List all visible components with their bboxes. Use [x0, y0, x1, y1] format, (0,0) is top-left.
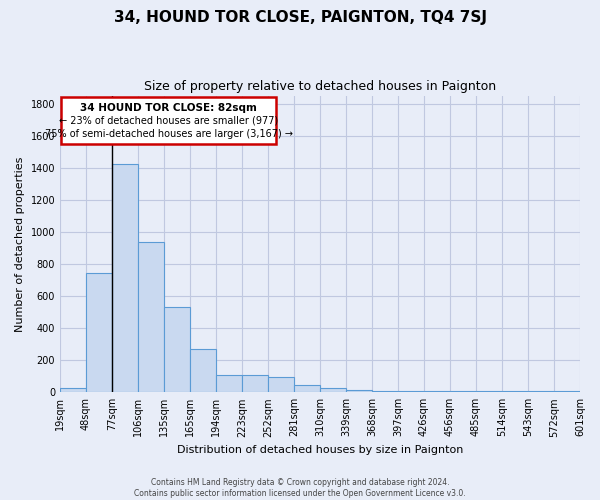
Bar — [398, 390, 424, 392]
Text: ← 23% of detached houses are smaller (977): ← 23% of detached houses are smaller (97… — [59, 116, 278, 126]
Bar — [242, 374, 268, 392]
Text: 75% of semi-detached houses are larger (3,167) →: 75% of semi-detached houses are larger (… — [44, 129, 293, 139]
Bar — [528, 390, 554, 392]
Bar — [476, 390, 502, 392]
FancyBboxPatch shape — [61, 98, 276, 144]
Bar — [372, 390, 398, 392]
Bar — [164, 308, 190, 392]
Bar — [294, 385, 320, 392]
Bar — [554, 390, 580, 392]
Bar — [138, 242, 164, 392]
Bar — [424, 390, 450, 392]
Bar — [112, 164, 138, 392]
Y-axis label: Number of detached properties: Number of detached properties — [15, 156, 25, 332]
Bar — [450, 390, 476, 392]
Bar — [190, 349, 216, 393]
Bar — [86, 273, 112, 392]
Bar — [502, 390, 528, 392]
Bar — [216, 374, 242, 392]
Text: 34, HOUND TOR CLOSE, PAIGNTON, TQ4 7SJ: 34, HOUND TOR CLOSE, PAIGNTON, TQ4 7SJ — [113, 10, 487, 25]
X-axis label: Distribution of detached houses by size in Paignton: Distribution of detached houses by size … — [177, 445, 463, 455]
Bar — [320, 388, 346, 392]
Bar — [346, 390, 372, 392]
Title: Size of property relative to detached houses in Paignton: Size of property relative to detached ho… — [144, 80, 496, 93]
Text: 34 HOUND TOR CLOSE: 82sqm: 34 HOUND TOR CLOSE: 82sqm — [80, 102, 257, 113]
Bar — [60, 388, 86, 392]
Bar — [268, 377, 294, 392]
Text: Contains HM Land Registry data © Crown copyright and database right 2024.
Contai: Contains HM Land Registry data © Crown c… — [134, 478, 466, 498]
